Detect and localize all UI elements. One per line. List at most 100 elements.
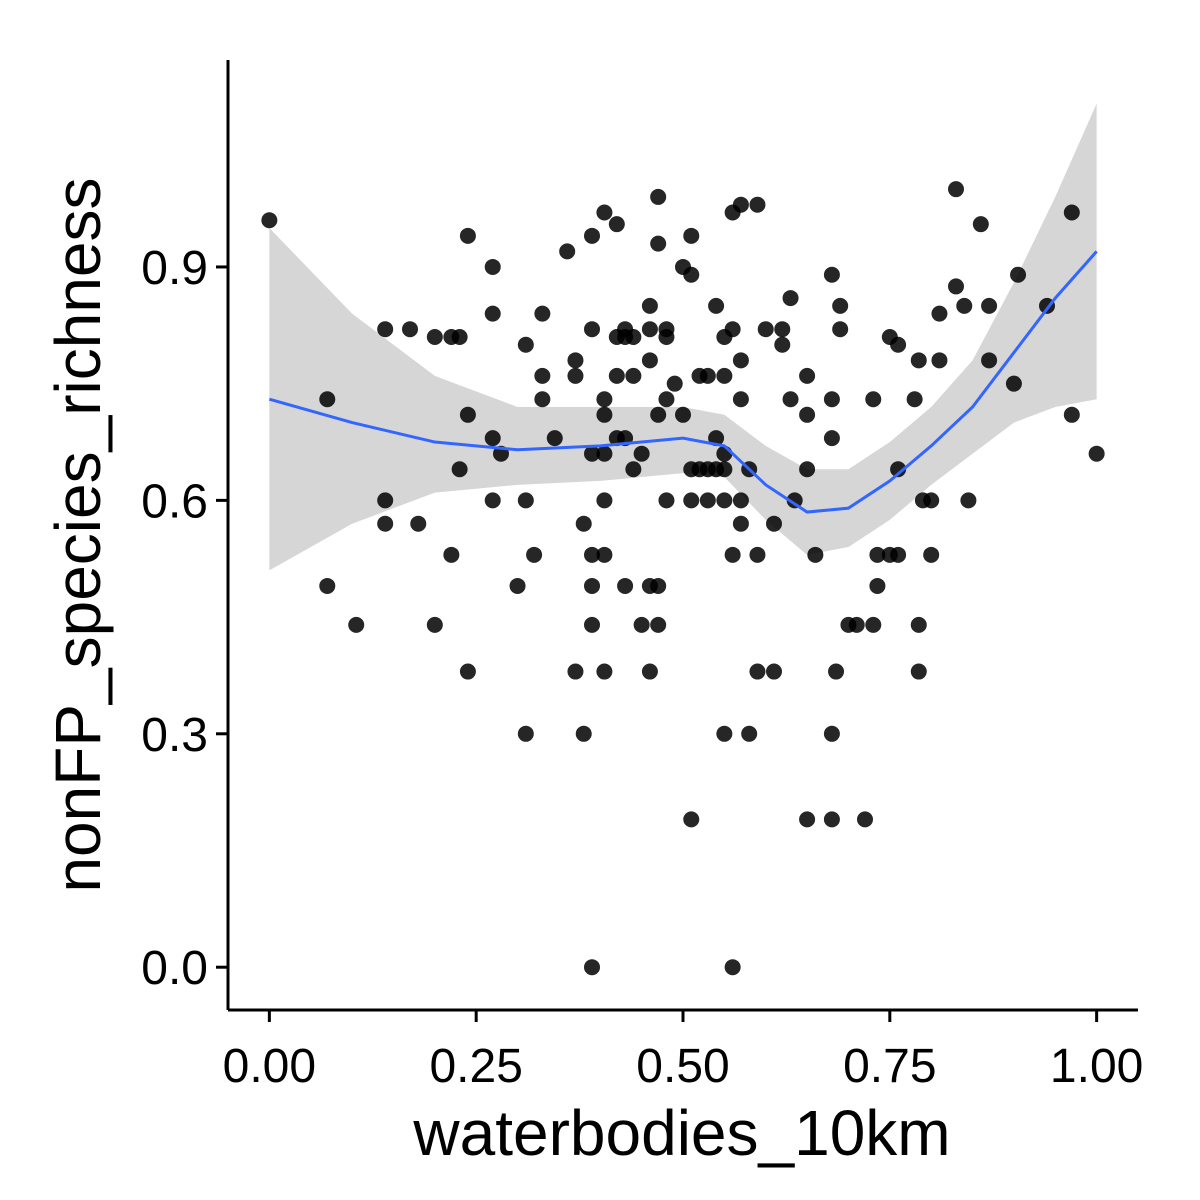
point <box>699 367 716 384</box>
point <box>567 352 584 369</box>
point <box>575 515 592 532</box>
point <box>584 445 600 462</box>
point <box>426 328 443 345</box>
point <box>658 391 675 408</box>
point <box>799 811 816 828</box>
point <box>1005 375 1022 392</box>
point <box>596 492 613 509</box>
point <box>484 258 501 275</box>
point <box>890 546 907 563</box>
point <box>575 725 592 742</box>
point <box>699 492 716 509</box>
point <box>451 328 468 345</box>
point <box>617 577 634 594</box>
point <box>658 492 675 509</box>
point <box>584 227 600 244</box>
point <box>584 546 600 563</box>
point <box>828 663 845 680</box>
point <box>782 391 799 408</box>
point <box>749 663 766 680</box>
point <box>741 725 758 742</box>
point <box>484 430 501 447</box>
x-axis-title: waterbodies_10km <box>412 1097 950 1169</box>
point <box>832 321 849 338</box>
x-tick-label: 0.00 <box>223 1040 316 1093</box>
point <box>724 546 741 563</box>
point <box>683 227 700 244</box>
x-tick-label: 0.25 <box>429 1040 522 1093</box>
point <box>890 461 907 478</box>
point <box>596 663 613 680</box>
point <box>377 492 394 509</box>
point <box>509 577 526 594</box>
point <box>766 663 782 680</box>
point <box>766 515 782 532</box>
point <box>319 577 336 594</box>
point <box>641 352 658 369</box>
y-tick-label: 0.6 <box>141 475 208 528</box>
point <box>567 367 584 384</box>
point <box>823 430 840 447</box>
point <box>546 430 563 447</box>
y-tick-label: 0.9 <box>141 242 208 295</box>
point <box>451 461 468 478</box>
point <box>534 367 551 384</box>
point <box>633 445 650 462</box>
point <box>848 616 865 633</box>
point <box>823 266 840 283</box>
point <box>948 278 964 295</box>
point <box>832 297 849 314</box>
point <box>1063 204 1080 221</box>
y-tick-label: 0.3 <box>141 709 208 762</box>
point <box>608 367 625 384</box>
point <box>732 352 749 369</box>
x-tick-label: 0.50 <box>636 1040 729 1093</box>
point <box>732 492 749 509</box>
point <box>650 235 667 252</box>
point <box>981 352 998 369</box>
point <box>981 297 998 314</box>
point <box>402 321 418 338</box>
point <box>377 515 394 532</box>
point <box>584 959 600 976</box>
smooth-line <box>268 250 1098 514</box>
point <box>584 321 600 338</box>
point <box>823 391 840 408</box>
point <box>724 959 741 976</box>
point <box>650 577 667 594</box>
point <box>596 445 613 462</box>
point <box>683 492 700 509</box>
point <box>517 725 534 742</box>
point <box>484 492 501 509</box>
point <box>517 336 534 353</box>
point <box>261 212 278 229</box>
point <box>410 515 427 532</box>
point <box>910 352 927 369</box>
point <box>484 305 501 322</box>
point <box>641 297 658 314</box>
point <box>641 321 658 338</box>
point <box>807 546 824 563</box>
point <box>732 515 749 532</box>
point <box>459 663 476 680</box>
point <box>931 352 948 369</box>
point <box>377 321 394 338</box>
point <box>956 297 973 314</box>
point <box>517 492 534 509</box>
point <box>869 546 886 563</box>
point <box>633 616 650 633</box>
point <box>910 616 927 633</box>
point <box>526 546 543 563</box>
x-tick-label: 1.00 <box>1050 1040 1143 1093</box>
point <box>650 406 667 423</box>
point <box>426 616 443 633</box>
point <box>923 492 940 509</box>
point <box>459 406 476 423</box>
point <box>650 188 667 205</box>
point <box>910 663 927 680</box>
point <box>596 391 613 408</box>
point <box>596 406 613 423</box>
point <box>708 297 725 314</box>
point <box>658 328 675 345</box>
